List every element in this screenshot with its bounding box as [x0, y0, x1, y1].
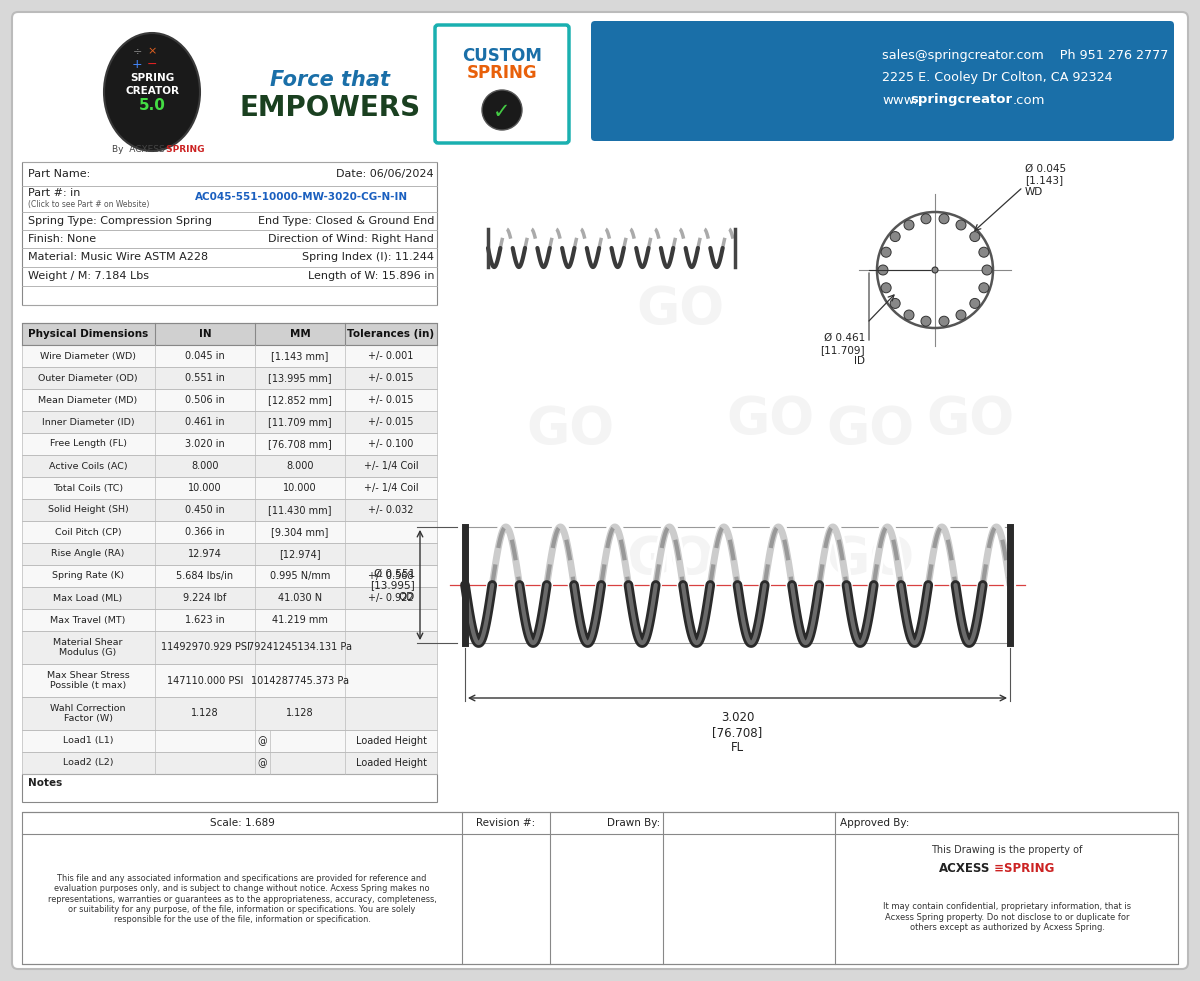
Text: 1014287745.373 Pa: 1014287745.373 Pa — [251, 676, 349, 686]
Text: ×: × — [148, 46, 157, 56]
Text: Wire Diameter (WD): Wire Diameter (WD) — [40, 351, 136, 360]
Text: Free Length (FL): Free Length (FL) — [49, 439, 126, 448]
Text: Ø 0.045
[1.143]
WD: Ø 0.045 [1.143] WD — [1025, 164, 1066, 196]
Text: +/- 0.001: +/- 0.001 — [368, 351, 414, 361]
Circle shape — [956, 310, 966, 320]
Text: [9.304 mm]: [9.304 mm] — [271, 527, 329, 537]
Text: +/- 1/4 Coil: +/- 1/4 Coil — [364, 461, 419, 471]
Text: AC045-551-10000-MW-3020-CG-N-IN: AC045-551-10000-MW-3020-CG-N-IN — [194, 192, 408, 202]
Text: Max Load (ML): Max Load (ML) — [53, 594, 122, 602]
Circle shape — [956, 220, 966, 230]
Text: Load2 (L2): Load2 (L2) — [62, 758, 113, 767]
Text: Spring Rate (K): Spring Rate (K) — [52, 572, 124, 581]
Text: (Click to see Part # on Website): (Click to see Part # on Website) — [28, 199, 149, 209]
FancyBboxPatch shape — [22, 609, 437, 631]
Text: ≡SPRING: ≡SPRING — [990, 861, 1055, 874]
FancyBboxPatch shape — [22, 543, 437, 565]
Text: 10.000: 10.000 — [283, 483, 317, 493]
FancyBboxPatch shape — [22, 411, 437, 433]
Text: Loaded Height: Loaded Height — [355, 736, 426, 746]
Text: Weight / M: 7.184 Lbs: Weight / M: 7.184 Lbs — [28, 271, 149, 281]
Circle shape — [920, 214, 931, 224]
Circle shape — [970, 298, 980, 308]
Text: It may contain confidential, proprietary information, that is
Acxess Spring prop: It may contain confidential, proprietary… — [883, 903, 1132, 932]
Text: Date: 06/06/2024: Date: 06/06/2024 — [336, 169, 434, 179]
Text: Solid Height (SH): Solid Height (SH) — [48, 505, 128, 514]
Text: Length of W: 15.896 in: Length of W: 15.896 in — [307, 271, 434, 281]
Text: Material: Music Wire ASTM A228: Material: Music Wire ASTM A228 — [28, 252, 208, 262]
Text: 3.020 in: 3.020 in — [185, 439, 224, 449]
Text: +/- 0.922: +/- 0.922 — [368, 593, 414, 603]
Circle shape — [979, 283, 989, 292]
Text: Coil Pitch (CP): Coil Pitch (CP) — [55, 528, 121, 537]
Circle shape — [878, 265, 888, 275]
Text: 0.506 in: 0.506 in — [185, 395, 224, 405]
Text: Mean Diameter (MD): Mean Diameter (MD) — [38, 395, 138, 404]
Text: Load1 (L1): Load1 (L1) — [62, 737, 113, 746]
Text: +/- 1/4 Coil: +/- 1/4 Coil — [364, 483, 419, 493]
Text: Part Name:: Part Name: — [28, 169, 90, 179]
Text: www.: www. — [882, 93, 918, 107]
Text: +/- 0.032: +/- 0.032 — [368, 505, 414, 515]
Text: SPRING: SPRING — [467, 64, 538, 82]
FancyBboxPatch shape — [436, 25, 569, 143]
Text: Tolerances (in): Tolerances (in) — [348, 329, 434, 339]
Text: 5.0: 5.0 — [138, 98, 166, 114]
Text: Finish: None: Finish: None — [28, 234, 96, 244]
Text: 9.224 lbf: 9.224 lbf — [184, 593, 227, 603]
Text: @: @ — [257, 758, 266, 768]
Text: +/- 0.015: +/- 0.015 — [368, 373, 414, 383]
FancyBboxPatch shape — [22, 565, 437, 587]
Text: +/- 0.568: +/- 0.568 — [368, 571, 414, 581]
Circle shape — [904, 310, 914, 320]
Text: Approved By:: Approved By: — [840, 818, 910, 828]
FancyBboxPatch shape — [22, 433, 437, 455]
Circle shape — [881, 247, 892, 257]
Text: 8.000: 8.000 — [287, 461, 313, 471]
Text: Direction of Wind: Right Hand: Direction of Wind: Right Hand — [268, 234, 434, 244]
Text: 0.450 in: 0.450 in — [185, 505, 224, 515]
Text: Ø 0.551
[13.995]
OD: Ø 0.551 [13.995] OD — [371, 568, 415, 601]
Text: 147110.000 PSI: 147110.000 PSI — [167, 676, 244, 686]
FancyBboxPatch shape — [22, 162, 437, 305]
Text: This Drawing is the property of: This Drawing is the property of — [931, 845, 1082, 855]
FancyBboxPatch shape — [592, 21, 1174, 141]
Circle shape — [940, 214, 949, 224]
Circle shape — [979, 247, 989, 257]
Text: GO: GO — [526, 404, 614, 456]
Circle shape — [482, 90, 522, 130]
Circle shape — [881, 283, 892, 292]
Circle shape — [890, 298, 900, 308]
Text: GO: GO — [636, 284, 724, 336]
Text: 0.551 in: 0.551 in — [185, 373, 224, 383]
FancyBboxPatch shape — [22, 345, 437, 367]
Text: Material Shear
Modulus (G): Material Shear Modulus (G) — [53, 638, 122, 657]
Text: springcreator: springcreator — [910, 93, 1012, 107]
FancyBboxPatch shape — [22, 367, 437, 389]
FancyBboxPatch shape — [22, 664, 437, 697]
Text: Outer Diameter (OD): Outer Diameter (OD) — [38, 374, 138, 383]
Text: [11.709 mm]: [11.709 mm] — [268, 417, 332, 427]
Text: 0.995 N/mm: 0.995 N/mm — [270, 571, 330, 581]
Text: [12.852 mm]: [12.852 mm] — [268, 395, 332, 405]
Text: 8.000: 8.000 — [191, 461, 218, 471]
Text: ACXESS: ACXESS — [938, 861, 990, 874]
Text: GO: GO — [826, 534, 914, 586]
Circle shape — [982, 265, 992, 275]
Text: Scale: 1.689: Scale: 1.689 — [210, 818, 275, 828]
FancyBboxPatch shape — [22, 587, 437, 609]
Text: Rise Angle (RA): Rise Angle (RA) — [52, 549, 125, 558]
Text: Max Shear Stress
Possible (t max): Max Shear Stress Possible (t max) — [47, 671, 130, 691]
FancyBboxPatch shape — [22, 812, 1178, 964]
Text: Spring Index (I): 11.244: Spring Index (I): 11.244 — [302, 252, 434, 262]
Text: +: + — [132, 58, 143, 71]
Text: ÷: ÷ — [133, 46, 143, 56]
Text: Active Coils (AC): Active Coils (AC) — [49, 461, 127, 471]
FancyBboxPatch shape — [22, 774, 437, 802]
Text: 0.461 in: 0.461 in — [185, 417, 224, 427]
Text: Spring Type: Compression Spring: Spring Type: Compression Spring — [28, 216, 212, 226]
Text: 1.128: 1.128 — [286, 708, 314, 718]
Text: 1.623 in: 1.623 in — [185, 615, 224, 625]
FancyBboxPatch shape — [22, 389, 437, 411]
Text: Inner Diameter (ID): Inner Diameter (ID) — [42, 418, 134, 427]
